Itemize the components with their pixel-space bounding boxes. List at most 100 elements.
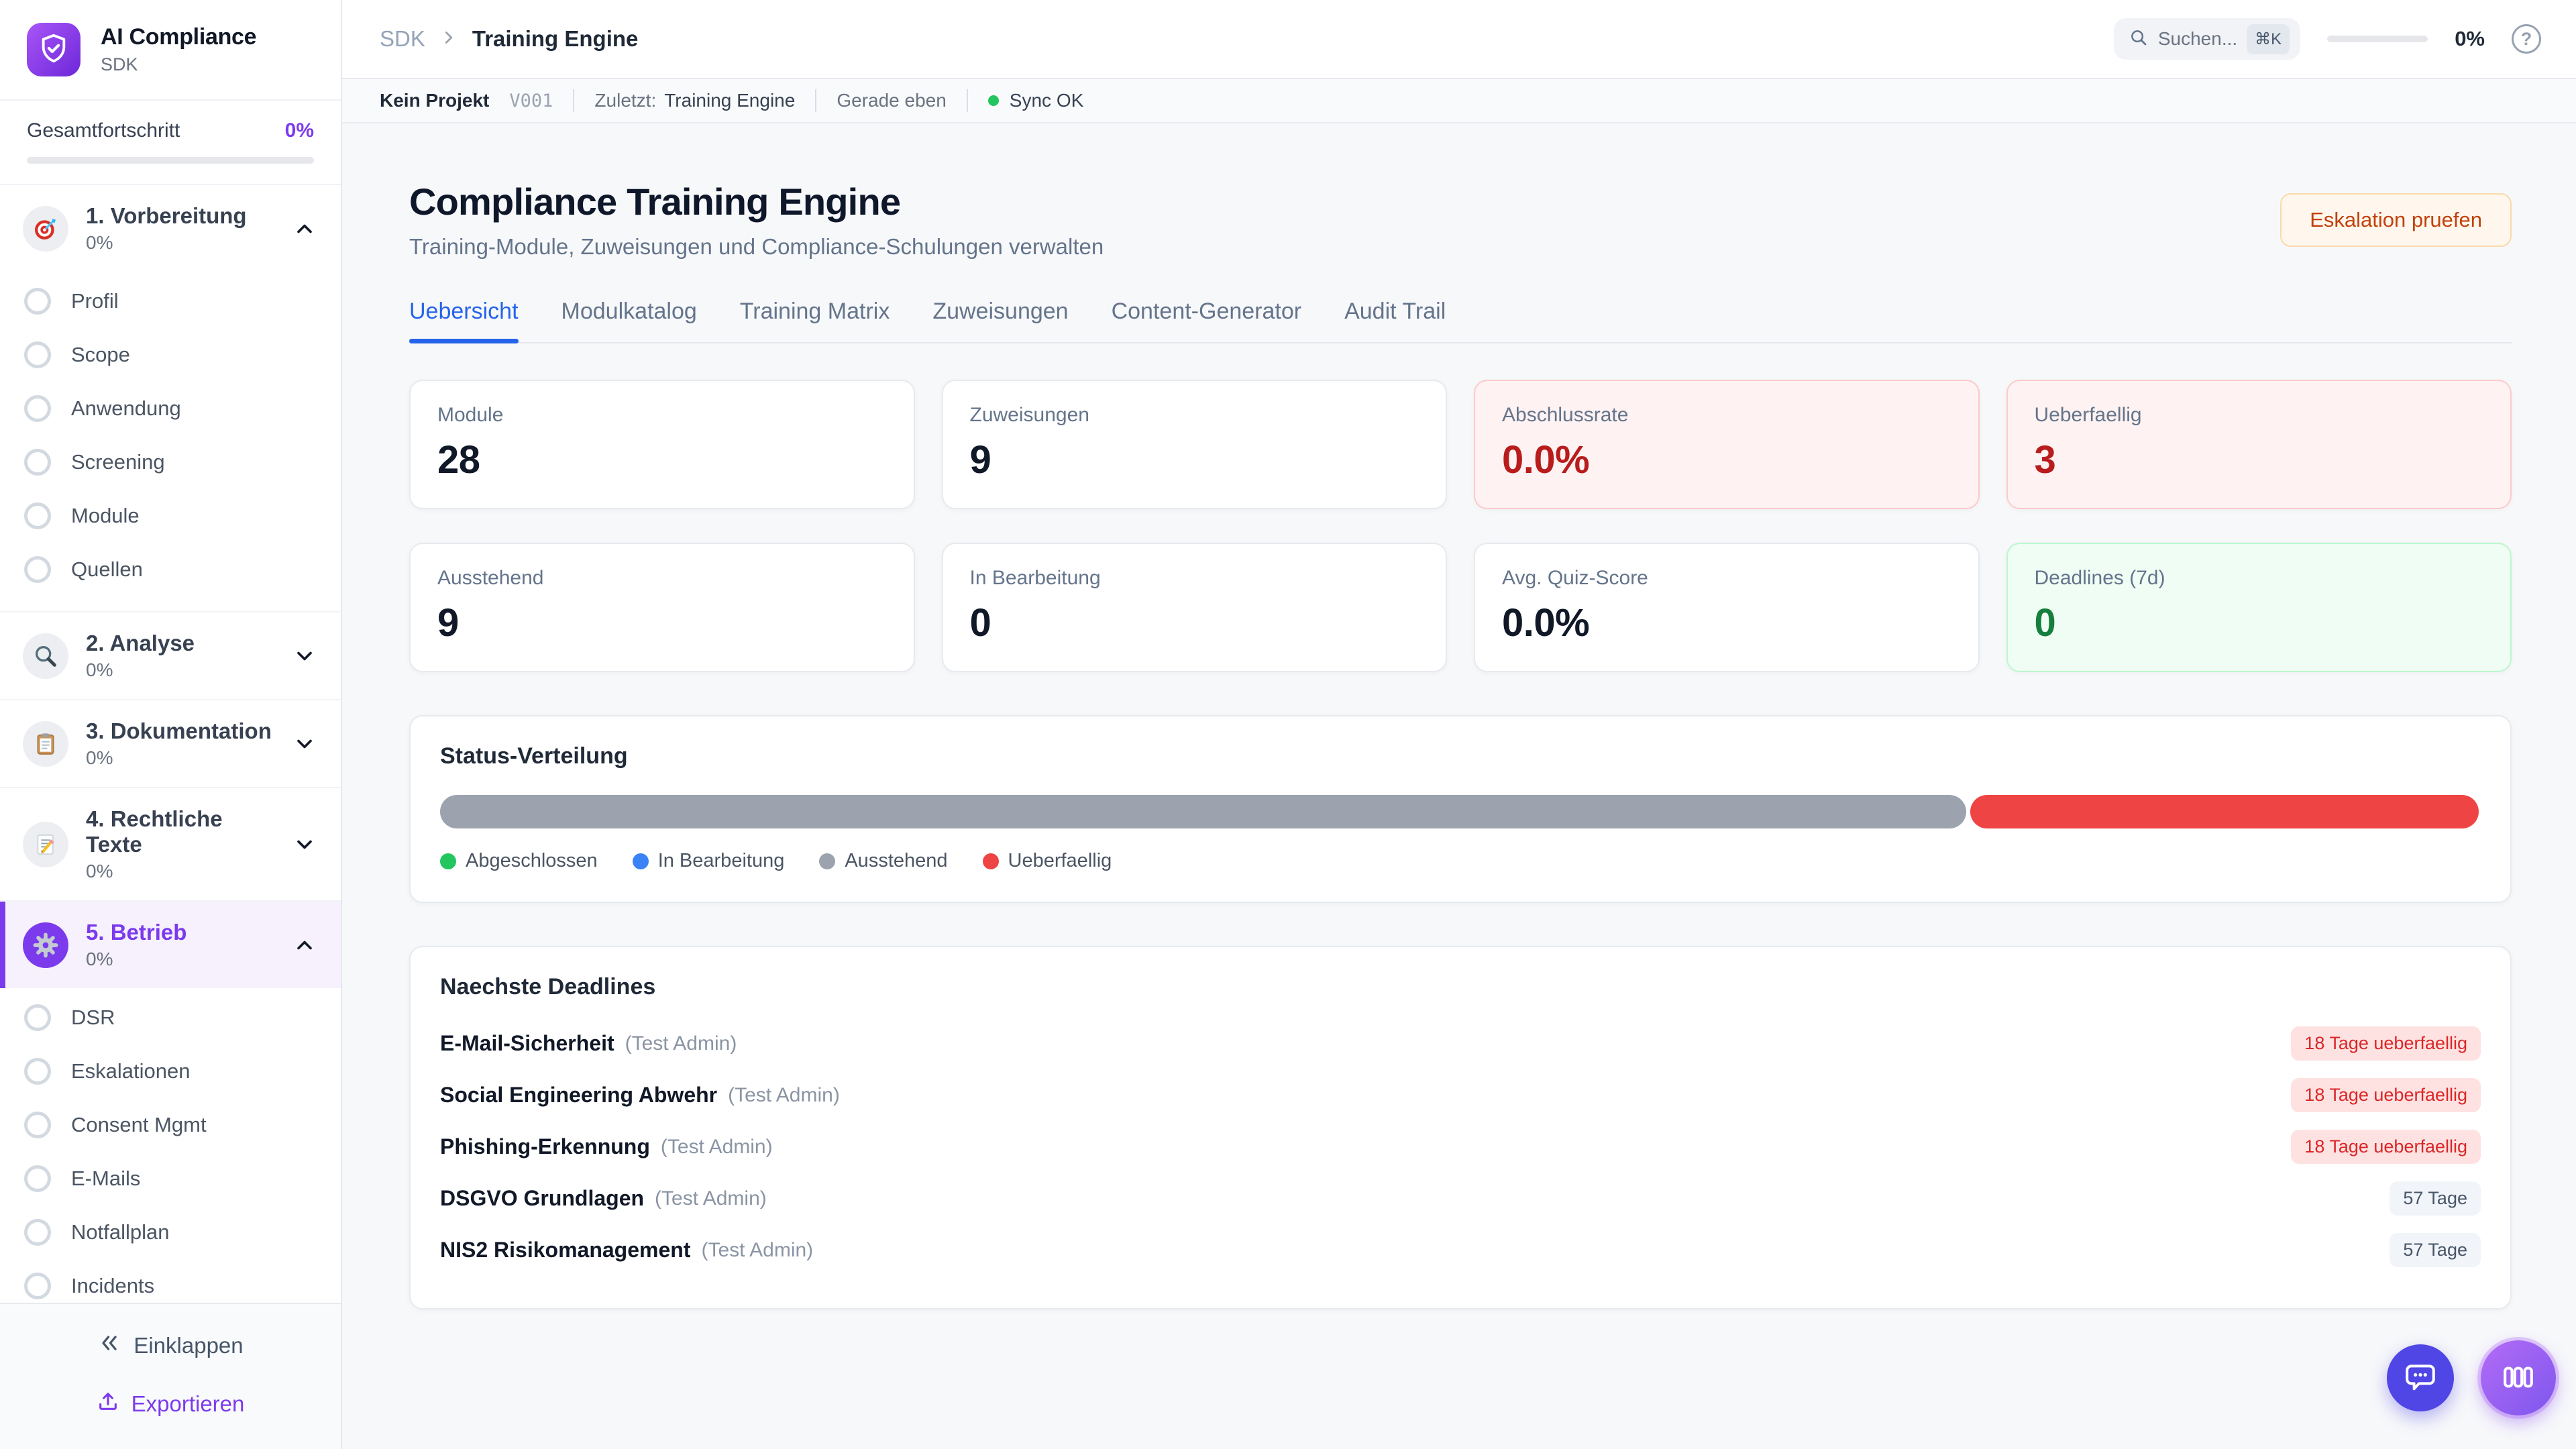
sidebar-header: AI Compliance SDK — [0, 0, 341, 99]
sidebar-item-quellen[interactable]: Quellen — [0, 543, 341, 596]
overall-progress: Gesamtfortschritt 0% — [0, 99, 341, 184]
sidebar: AI Compliance SDK Gesamtfortschritt 0% 1… — [0, 0, 342, 1449]
breadcrumb-root[interactable]: SDK — [380, 26, 425, 51]
legend-item-ausstehend: Ausstehend — [819, 850, 948, 872]
help-icon[interactable]: ? — [2512, 24, 2541, 54]
status-distribution-card: Status-Verteilung Abgeschlossen In Bearb… — [409, 715, 2512, 903]
deadline-row: DSGVO Grundlagen (Test Admin) 57 Tage — [440, 1173, 2481, 1224]
deadline-row: E-Mail-Sicherheit (Test Admin) 18 Tage u… — [440, 1018, 2481, 1069]
columns-icon — [2500, 1359, 2536, 1397]
double-chevron-left-icon — [97, 1331, 121, 1360]
chevron-down-icon — [292, 644, 317, 668]
deadline-badge: 18 Tage ueberfaellig — [2291, 1130, 2481, 1164]
target-icon — [23, 205, 68, 252]
section-progress: 0% — [86, 949, 113, 969]
legend-dot — [440, 853, 456, 869]
topbar-right: Suchen... ⌘K 0% ? — [2113, 18, 2541, 60]
status-circle-icon — [24, 1165, 51, 1192]
tab-zuweisungen[interactable]: Zuweisungen — [932, 299, 1069, 324]
section-header-betrieb[interactable]: 5. Betrieb 0% — [0, 902, 341, 988]
sidebar-item-dsr[interactable]: DSR — [0, 991, 341, 1044]
topbar-progress-value: 0% — [2455, 27, 2485, 50]
deadline-row: NIS2 Risikomanagement (Test Admin) 57 Ta… — [440, 1224, 2481, 1276]
updated-time: Gerade eben — [837, 90, 947, 111]
section-label: 3. Dokumentation — [86, 718, 272, 743]
page-header: Compliance Training Engine Training-Modu… — [409, 180, 2512, 260]
sidebar-item-e-mails[interactable]: E-Mails — [0, 1152, 341, 1205]
status-circle-icon — [24, 341, 51, 368]
section-progress: 0% — [86, 861, 113, 881]
deadline-row: Phishing-Erkennung (Test Admin) 18 Tage … — [440, 1121, 2481, 1173]
tab-content-generator[interactable]: Content-Generator — [1111, 299, 1302, 324]
sidebar-item-consent-mgmt[interactable]: Consent Mgmt — [0, 1098, 341, 1152]
status-circle-icon — [24, 395, 51, 422]
sidebar-section-dokumentation: 3. Dokumentation 0% — [0, 699, 341, 787]
stat-card-abschlussrate: Abschlussrate 0.0% — [1474, 380, 1980, 509]
status-circle-icon — [24, 1112, 51, 1138]
chevron-right-icon — [439, 28, 459, 51]
status-circle-icon — [24, 449, 51, 476]
tab-modulkatalog[interactable]: Modulkatalog — [561, 299, 697, 324]
status-circle-icon — [24, 502, 51, 529]
status-circle-icon — [24, 1273, 51, 1299]
deadlines-card: Naechste Deadlines E-Mail-Sicherheit (Te… — [409, 946, 2512, 1309]
status-distribution-legend: Abgeschlossen In Bearbeitung Ausstehend … — [440, 850, 2481, 872]
sidebar-item-anwendung[interactable]: Anwendung — [0, 382, 341, 435]
section-items-betrieb: DSR Eskalationen Consent Mgmt E-Mails No… — [0, 988, 341, 1303]
breadcrumb: SDK Training Engine — [380, 26, 638, 52]
tab-bar: Uebersicht Modulkatalog Training Matrix … — [409, 299, 2512, 343]
overall-progress-track — [27, 157, 314, 164]
divider — [573, 89, 575, 112]
sidebar-item-scope[interactable]: Scope — [0, 328, 341, 382]
section-header-dokumentation[interactable]: 3. Dokumentation 0% — [0, 700, 341, 787]
stat-card-in-bearbeitung: In Bearbeitung 0 — [941, 543, 1447, 672]
sidebar-item-incidents[interactable]: Incidents — [0, 1259, 341, 1303]
version-tag: V001 — [509, 90, 553, 111]
chat-button[interactable] — [2387, 1344, 2454, 1411]
tab-audit-trail[interactable]: Audit Trail — [1344, 299, 1446, 324]
breadcrumb-current: Training Engine — [472, 26, 639, 51]
app-subtitle: SDK — [101, 54, 138, 74]
clipboard-icon — [23, 720, 68, 767]
main-column: SDK Training Engine Suchen... ⌘K 0% ? Ke… — [342, 0, 2576, 1449]
collapse-sidebar-button[interactable]: Einklappen — [81, 1320, 259, 1371]
chevron-up-icon — [292, 217, 317, 241]
gear-icon — [23, 922, 68, 968]
stat-card-ausstehend: Ausstehend 9 — [409, 543, 915, 672]
status-circle-icon — [24, 1058, 51, 1085]
section-header-rechtliche-texte[interactable]: 4. Rechtliche Texte 0% — [0, 788, 341, 900]
sidebar-footer: Einklappen Exportieren — [0, 1303, 341, 1449]
overall-progress-value: 0% — [284, 119, 314, 142]
legend-item-abgeschlossen: Abgeschlossen — [440, 850, 598, 872]
section-header-analyse[interactable]: 2. Analyse 0% — [0, 612, 341, 699]
shield-check-icon — [38, 33, 69, 67]
sidebar-item-notfallplan[interactable]: Notfallplan — [0, 1205, 341, 1259]
check-escalation-button[interactable]: Eskalation pruefen — [2280, 193, 2512, 247]
legend-item-ueberfaellig: Ueberfaellig — [982, 850, 1112, 872]
statusbar: Kein Projekt V001 Zuletzt: Training Engi… — [342, 79, 2576, 123]
stats-grid: Module 28 Zuweisungen 9 Abschlussrate 0.… — [409, 380, 2512, 672]
status-distribution-bar — [440, 795, 2481, 828]
sidebar-item-screening[interactable]: Screening — [0, 435, 341, 489]
tab-uebersicht[interactable]: Uebersicht — [409, 299, 519, 343]
legend-dot — [819, 853, 836, 869]
section-progress: 0% — [86, 232, 113, 253]
memo-pencil-icon — [23, 821, 68, 867]
export-button[interactable]: Exportieren — [80, 1379, 261, 1429]
floating-actions — [2387, 1340, 2556, 1415]
sidebar-item-profil[interactable]: Profil — [0, 274, 341, 328]
tab-training-matrix[interactable]: Training Matrix — [739, 299, 890, 324]
deadline-badge: 18 Tage ueberfaellig — [2291, 1078, 2481, 1112]
topbar: SDK Training Engine Suchen... ⌘K 0% ? — [342, 0, 2576, 79]
chevron-up-icon — [292, 933, 317, 957]
sidebar-item-module[interactable]: Module — [0, 489, 341, 543]
section-label: 2. Analyse — [86, 631, 195, 655]
stat-card-ueberfaellig: Ueberfaellig 3 — [2006, 380, 2512, 509]
search-input[interactable]: Suchen... ⌘K — [2113, 18, 2301, 60]
app-logo — [27, 23, 80, 76]
sidebar-item-eskalationen[interactable]: Eskalationen — [0, 1044, 341, 1098]
panels-button[interactable] — [2481, 1340, 2556, 1415]
deadline-badge: 57 Tage — [2390, 1233, 2481, 1267]
section-header-vorbereitung[interactable]: 1. Vorbereitung 0% — [0, 185, 341, 272]
legend-item-in-bearbeitung: In Bearbeitung — [632, 850, 784, 872]
